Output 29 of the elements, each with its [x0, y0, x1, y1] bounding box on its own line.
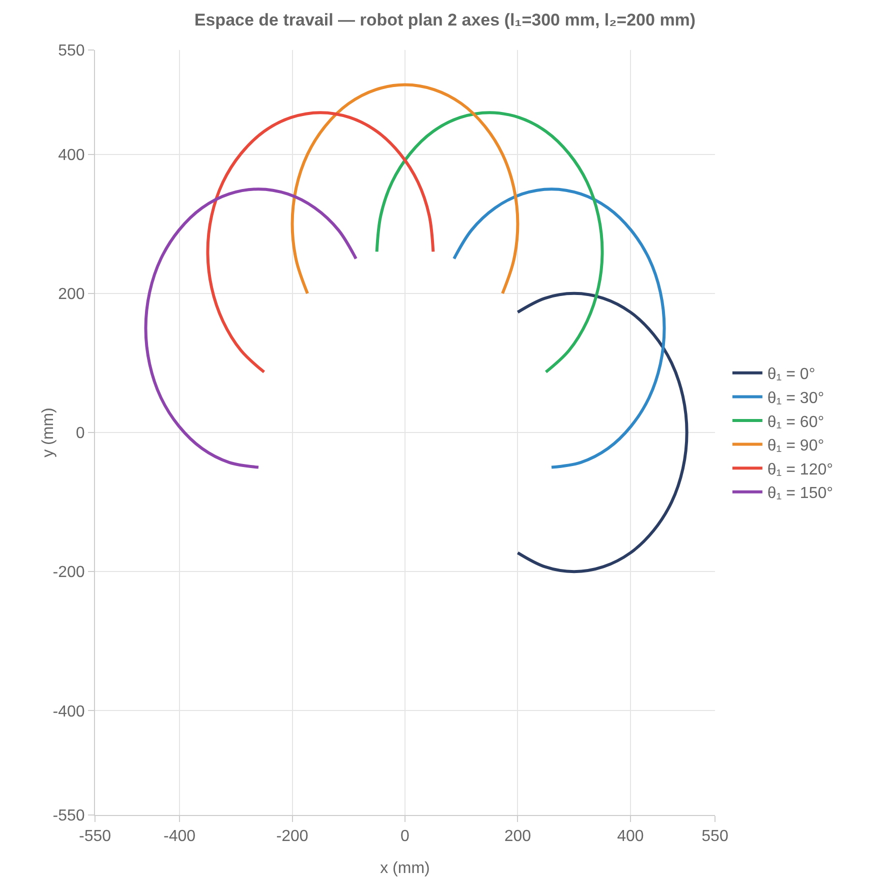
x-tick-label: -400	[164, 828, 196, 846]
x-tick-label: 0	[400, 828, 410, 846]
y-tick-label: 0	[76, 425, 85, 442]
legend-label: θ₁ = 90°	[767, 438, 824, 455]
chart-title: Espace de travail — robot plan 2 axes (l₁=300 mm, l₂=200 mm)	[194, 10, 696, 30]
legend-label: θ₁ = 30°	[767, 390, 824, 407]
y-tick-label: 550	[58, 42, 85, 60]
y-axis-title: y (mm)	[40, 408, 57, 458]
y-tick-label: 200	[58, 286, 85, 304]
line-series	[144, 188, 358, 469]
line-series	[516, 292, 688, 574]
line-series	[452, 188, 666, 469]
y-tick-label: 400	[58, 146, 85, 164]
x-tick-label: 550	[702, 828, 728, 846]
legend-label: θ₁ = 120°	[767, 461, 834, 478]
y-tick-label: -550	[52, 808, 85, 825]
y-tick-label: -400	[52, 703, 85, 720]
y-tick-label: -200	[52, 564, 85, 582]
line-series	[290, 83, 520, 295]
x-tick-label: -550	[78, 828, 112, 846]
x-tick-label: -200	[276, 828, 308, 846]
legend-label: θ₁ = 0°	[767, 366, 816, 384]
line-series	[206, 111, 435, 374]
x-tick-label: 400	[617, 828, 644, 846]
legend-label: θ₁ = 150°	[767, 485, 834, 502]
legend-label: θ₁ = 60°	[767, 414, 824, 431]
x-axis-title: x (mm)	[380, 860, 430, 877]
line-series	[375, 111, 604, 374]
x-tick-label: 200	[504, 828, 532, 846]
